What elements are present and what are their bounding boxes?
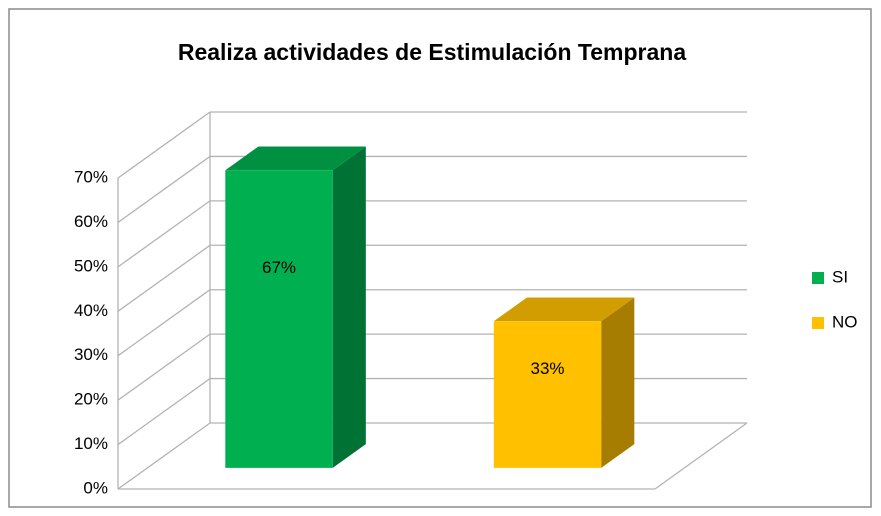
y-tick-label: 50%	[74, 256, 108, 275]
y-tick-label: 30%	[74, 345, 108, 364]
legend-swatch	[812, 317, 824, 329]
grid-line	[117, 422, 211, 490]
y-tick-label: 20%	[74, 390, 108, 409]
bar-top	[225, 146, 366, 171]
grid-line	[117, 244, 211, 312]
grid-line	[117, 289, 211, 357]
legend-label: NO	[832, 312, 858, 331]
bar	[493, 321, 602, 468]
bar	[225, 170, 333, 468]
y-tick-label: 60%	[74, 212, 108, 231]
grid-line	[117, 333, 211, 401]
y-tick-label: 10%	[74, 434, 108, 453]
grid-line	[117, 111, 211, 179]
data-label: 33%	[530, 359, 564, 378]
y-tick-label: 40%	[74, 301, 108, 320]
floor-edge	[654, 422, 748, 490]
bar-side	[332, 146, 366, 468]
y-tick-label: 0%	[83, 478, 108, 497]
y-tick-label: 70%	[74, 167, 108, 186]
data-label: 67%	[262, 258, 296, 277]
bar-side	[601, 297, 635, 468]
legend-label: SI	[832, 267, 848, 286]
chart-title: Realiza actividades de Estimulación Temp…	[178, 39, 687, 65]
bar-top	[493, 297, 635, 322]
legend-swatch	[812, 272, 824, 284]
chart-frame	[8, 8, 872, 508]
grid-line	[117, 200, 211, 268]
grid-line	[117, 155, 211, 223]
grid-line	[117, 378, 211, 446]
